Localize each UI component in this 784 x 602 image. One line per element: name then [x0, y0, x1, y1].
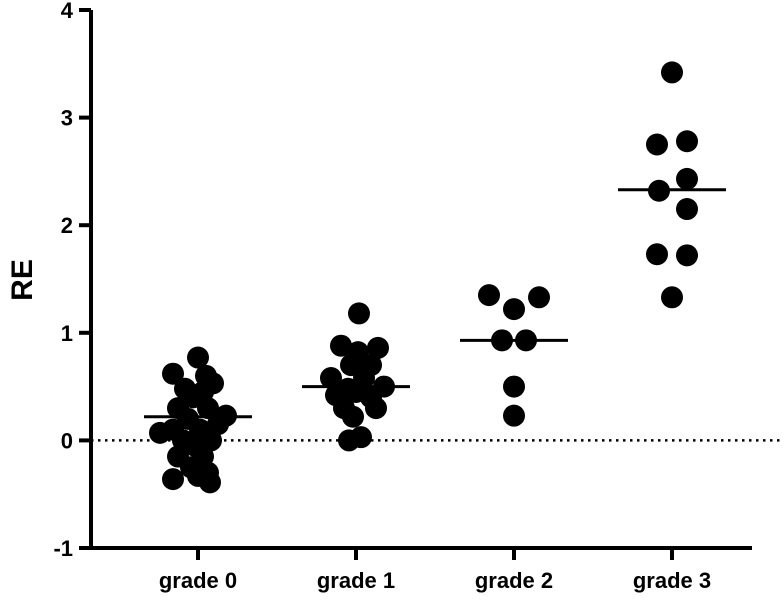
- y-tick-label: 0: [61, 428, 73, 453]
- y-tick-label: 3: [61, 106, 73, 131]
- x-category-label: grade 2: [475, 568, 553, 593]
- x-category-label: grade 1: [317, 568, 395, 593]
- data-point: [162, 468, 184, 491]
- data-point: [338, 429, 360, 452]
- x-axis: grade 0 grade 1 grade 2 grade 3: [89, 546, 752, 593]
- y-axis-title: RE: [6, 259, 39, 301]
- data-point: [199, 471, 221, 494]
- y-tick-label: 1: [61, 321, 73, 346]
- data-point: [661, 286, 683, 309]
- data-points: [149, 61, 698, 494]
- x-category-label: grade 0: [159, 568, 237, 593]
- data-point: [661, 61, 683, 84]
- data-point: [365, 397, 387, 420]
- mean-lines: [144, 188, 726, 419]
- data-point: [503, 298, 525, 321]
- data-point: [348, 302, 370, 325]
- y-tick-label: 2: [61, 213, 73, 238]
- data-point: [676, 198, 698, 221]
- data-point: [676, 167, 698, 190]
- data-point: [149, 421, 171, 444]
- data-point: [646, 133, 668, 156]
- data-point: [528, 286, 550, 309]
- data-point: [503, 375, 525, 398]
- data-point: [478, 284, 500, 307]
- y-tick-label: -1: [53, 536, 73, 561]
- x-category-label: grade 3: [633, 568, 711, 593]
- data-point: [187, 346, 209, 369]
- data-point: [320, 366, 342, 389]
- data-point: [197, 397, 219, 420]
- data-point: [330, 334, 352, 357]
- data-point: [367, 336, 389, 359]
- data-point: [342, 405, 364, 428]
- y-tick-label: 4: [61, 0, 74, 23]
- data-point: [503, 404, 525, 427]
- data-point: [676, 130, 698, 153]
- data-point: [162, 362, 184, 385]
- data-point: [646, 243, 668, 266]
- y-axis: -1 0 1 2 3 4: [53, 0, 93, 561]
- data-point: [676, 244, 698, 267]
